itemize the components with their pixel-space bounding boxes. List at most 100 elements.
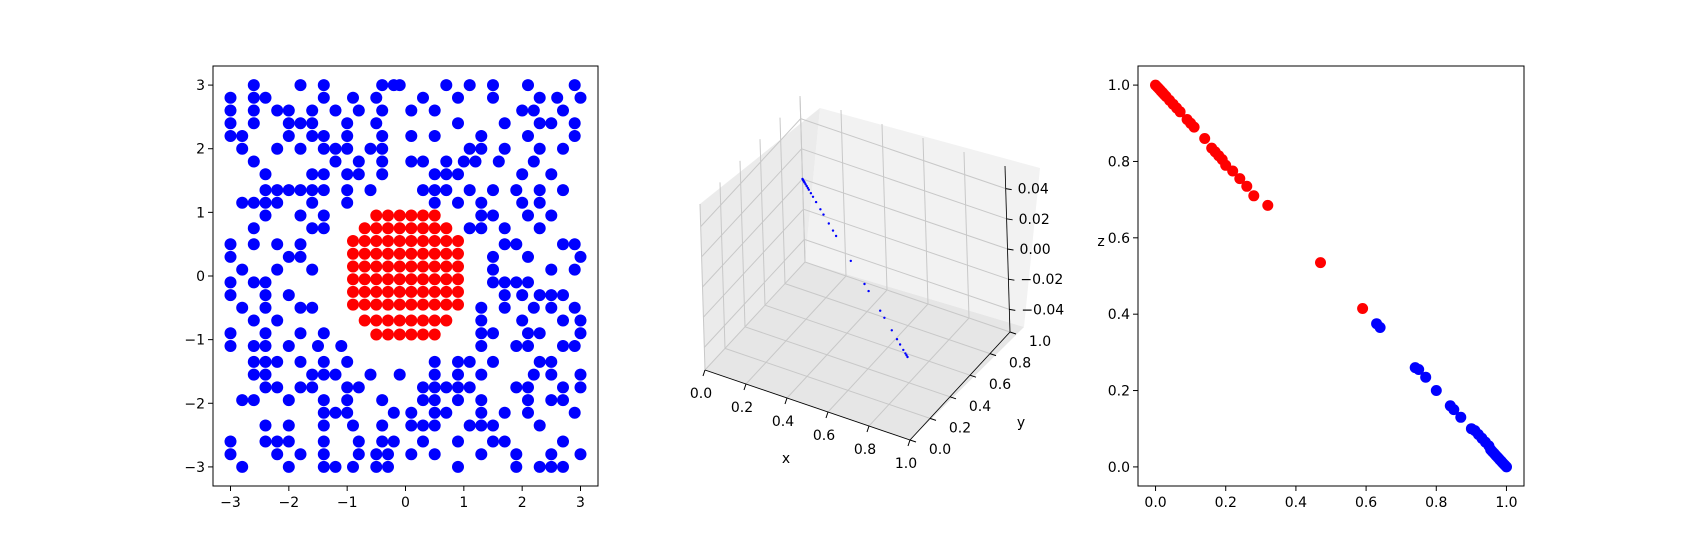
scatter-3d-points (801, 177, 909, 359)
data-point (811, 195, 815, 198)
floor-grid-line (704, 261, 806, 371)
data-point (1234, 173, 1246, 185)
data-point (306, 184, 319, 197)
z-tick-label: 0.00 (1020, 242, 1051, 258)
data-point (329, 104, 342, 117)
side-grid-line (701, 148, 802, 258)
data-point (405, 314, 418, 327)
data-point (440, 273, 453, 286)
data-point (417, 298, 429, 311)
data-point (259, 91, 272, 104)
y-tick-label: 0.4 (1108, 307, 1130, 323)
data-point (574, 91, 587, 104)
data-point (329, 406, 342, 419)
data-point (259, 184, 272, 197)
data-point (417, 247, 429, 260)
data-point (317, 355, 330, 368)
data-point (834, 234, 838, 238)
data-point (475, 419, 488, 432)
data-point (341, 117, 354, 130)
data-point (247, 222, 260, 235)
data-point (574, 314, 587, 327)
data-point (827, 222, 830, 225)
scatter-2d-points (224, 79, 587, 473)
data-point (306, 263, 319, 276)
floor-grid-line (784, 283, 991, 355)
data-point (224, 91, 237, 104)
data-point (247, 276, 260, 289)
data-point (417, 394, 429, 407)
x-axis-line (704, 369, 911, 441)
data-point (463, 184, 476, 197)
data-point (306, 381, 319, 394)
data-point (440, 298, 453, 311)
data-point (347, 419, 359, 432)
data-point (417, 285, 429, 298)
data-point (393, 235, 406, 247)
data-point (317, 419, 330, 432)
data-point (259, 368, 272, 381)
data-point (452, 394, 464, 407)
data-point (452, 355, 464, 368)
data-point (405, 260, 418, 273)
data-point (428, 209, 441, 222)
data-point (364, 184, 377, 197)
data-point (417, 222, 429, 235)
data-point (352, 168, 365, 181)
data-point (440, 247, 453, 260)
data-point (393, 222, 406, 235)
data-point (469, 155, 482, 168)
data-point (282, 117, 295, 130)
data-point (358, 285, 371, 298)
data-point (317, 394, 330, 407)
data-point (475, 448, 488, 461)
data-point (347, 247, 359, 260)
data-point (282, 435, 295, 448)
y-tick-label: 0.2 (949, 420, 971, 436)
data-point (370, 235, 383, 247)
data-point (498, 289, 511, 302)
data-point (568, 406, 581, 419)
data-point (282, 130, 295, 142)
data-point (370, 117, 383, 130)
data-point (317, 79, 330, 92)
data-point (294, 327, 307, 340)
data-point (428, 406, 441, 419)
y-tick-label: −2 (184, 396, 205, 412)
data-point (317, 435, 330, 448)
data-point (1413, 364, 1425, 375)
x-tick-label: 0.2 (731, 400, 753, 416)
data-point (557, 289, 569, 302)
data-point (516, 314, 529, 327)
data-point (417, 381, 429, 394)
data-point (376, 168, 389, 181)
data-point (271, 314, 284, 327)
floor-grid-line (804, 261, 1011, 333)
data-point (1248, 190, 1260, 202)
data-point (259, 168, 272, 181)
scatter-z-y-axis: 0.0 0.2 0.4 0.6 0.8 1.0 (1108, 78, 1138, 476)
scatter-z-panel: 0.0 0.2 0.4 0.6 0.8 1.0 0.0 0.2 0.4 0.6 0.8 1.0 z (1097, 65, 1525, 511)
data-point (282, 289, 295, 302)
data-point (804, 183, 807, 186)
data-point (382, 285, 394, 298)
data-point (428, 168, 441, 181)
data-point (405, 222, 418, 235)
data-point (533, 222, 546, 235)
data-point (370, 260, 383, 273)
data-point (417, 235, 429, 247)
data-point (247, 104, 260, 117)
data-point (522, 209, 534, 222)
data-point (814, 200, 818, 204)
data-point (545, 263, 558, 276)
data-point (428, 235, 441, 247)
data-point (1357, 303, 1369, 314)
data-point (236, 263, 249, 276)
side-grid-line (703, 239, 805, 348)
data-point (805, 184, 808, 188)
data-point (352, 381, 365, 394)
data-point (405, 328, 418, 341)
data-point (405, 130, 418, 142)
x-tick-label: 2 (518, 495, 527, 511)
data-point (522, 250, 534, 263)
